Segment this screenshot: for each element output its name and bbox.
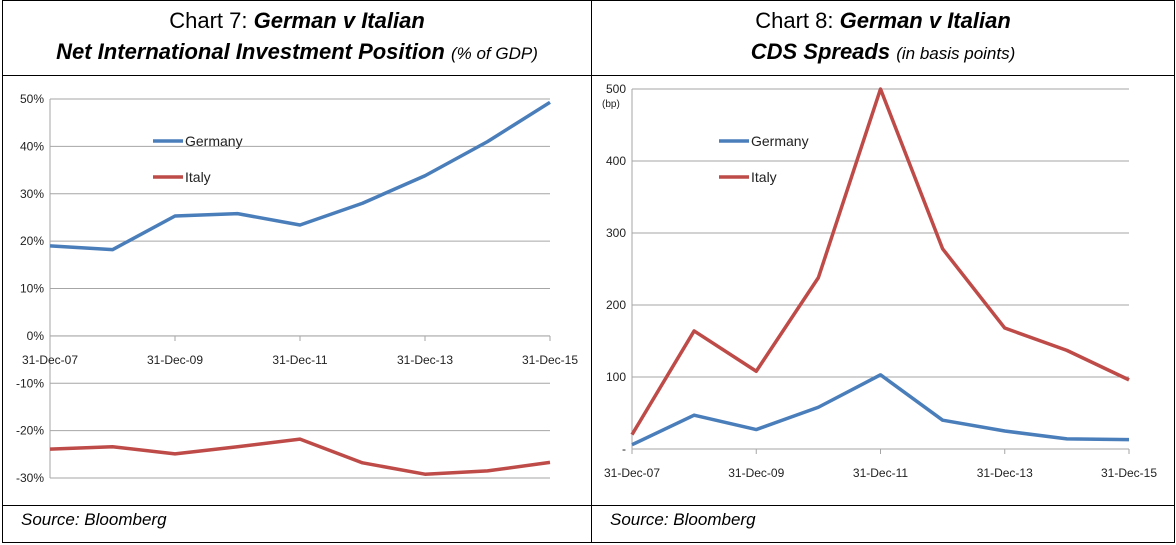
title-prefix: Chart 7: — [169, 8, 254, 33]
y-tick-label: 500 — [606, 82, 626, 96]
source-note: Source: Bloomberg — [610, 510, 756, 529]
y-tick-label: 10% — [20, 282, 44, 296]
title-prefix: Chart 8: — [755, 8, 840, 33]
legend-label: Germany — [751, 133, 809, 149]
y-tick-label: 0% — [27, 329, 45, 343]
x-tick-label: 31-Dec-15 — [1101, 466, 1157, 480]
series-line-italy — [630, 87, 1130, 436]
y-unit-label: (bp) — [602, 99, 620, 110]
series-line-italy — [49, 437, 551, 476]
y-tick-label: 40% — [20, 139, 44, 153]
y-tick-label: 400 — [606, 154, 626, 168]
source-note: Source: Bloomberg — [21, 510, 167, 529]
y-tick-label: 100 — [606, 370, 626, 384]
x-tick-label: 31-Dec-13 — [397, 353, 453, 367]
y-tick-label: 50% — [20, 92, 44, 106]
y-tick-label: 20% — [20, 234, 44, 248]
y-tick-label: 30% — [20, 187, 44, 201]
legend-label: Germany — [185, 133, 243, 149]
y-tick-label: -10% — [16, 376, 44, 390]
chart-7-title: Chart 7: German v Italian Net Internatio… — [3, 5, 591, 69]
chart-7-plot: 50% 40% 30% 20% 10% 0% -10% -20% -30% 31-Dec-07 31… — [16, 92, 578, 485]
title-line2: CDS Spreads — [750, 39, 891, 64]
title-line2: Net International Investment Position — [56, 39, 445, 64]
y-tick-label: -30% — [16, 471, 44, 485]
x-tick-label: 31-Dec-13 — [977, 466, 1033, 480]
legend-label: Italy — [185, 169, 211, 185]
chart-8-panel: Chart 8: German v Italian CDS Spreads (i… — [591, 0, 1175, 543]
x-tick-label: 31-Dec-11 — [272, 353, 327, 367]
x-tick-label: 31-Dec-07 — [604, 466, 660, 480]
title-unit: (% of GDP) — [450, 44, 538, 63]
x-tick-label: 31-Dec-15 — [522, 353, 578, 367]
title-bold: German v Italian — [839, 8, 1011, 33]
chart-8-plot: 500 400 300 200 100 - (bp) 31-Dec-07 31-Dec-09 31… — [602, 82, 1157, 480]
title-bold: German v Italian — [253, 8, 425, 33]
y-tick-label: - — [622, 442, 626, 456]
y-tick-label: 300 — [606, 226, 626, 240]
y-tick-label: 200 — [606, 298, 626, 312]
chart-8-title: Chart 8: German v Italian CDS Spreads (i… — [592, 5, 1174, 69]
chart-7-panel: Chart 7: German v Italian Net Internatio… — [2, 0, 592, 543]
x-tick-label: 31-Dec-07 — [22, 353, 78, 367]
x-tick-label: 31-Dec-09 — [728, 466, 784, 480]
y-tick-label: -20% — [16, 424, 44, 438]
series-line-germany — [631, 373, 1130, 447]
legend-label: Italy — [751, 169, 777, 185]
series-line-germany — [49, 100, 551, 252]
x-tick-label: 31-Dec-09 — [147, 353, 203, 367]
x-tick-label: 31-Dec-11 — [853, 466, 908, 480]
title-unit: (in basis points) — [896, 44, 1016, 63]
